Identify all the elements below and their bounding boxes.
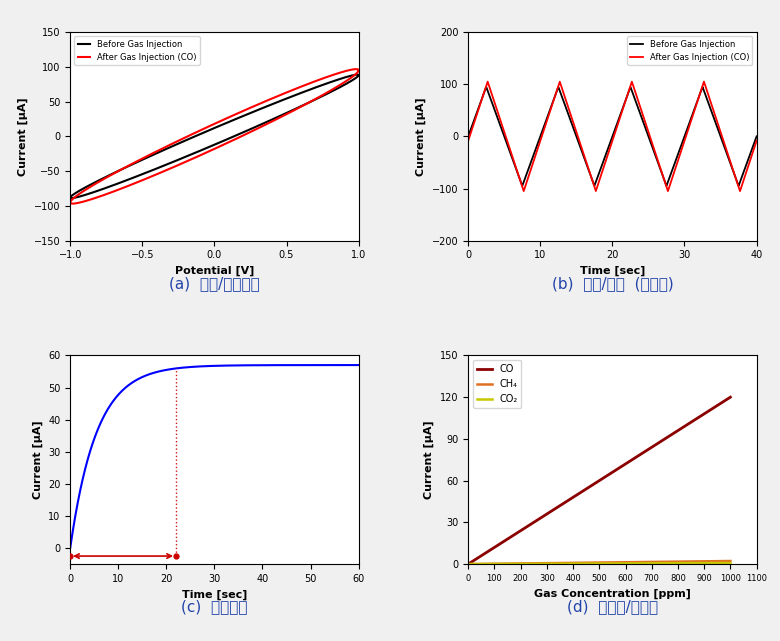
After Gas Injection (CO) <box>324 72 334 80</box>
Text: (a)  산화/환원반응: (a) 산화/환원반응 <box>169 276 260 291</box>
CO <box>725 394 735 401</box>
Before Gas Injection <box>734 182 743 190</box>
Y-axis label: Current [μA]: Current [μA] <box>424 420 434 499</box>
Legend: Before Gas Injection, After Gas Injection (CO): Before Gas Injection, After Gas Injectio… <box>627 37 753 65</box>
CO₂ <box>719 559 729 567</box>
Before Gas Injection <box>587 175 597 183</box>
CO₂ <box>605 560 615 567</box>
After Gas Injection (CO) <box>601 158 610 166</box>
CO <box>719 397 729 405</box>
CO₂ <box>619 560 629 567</box>
Before Gas Injection <box>90 179 100 187</box>
CH₄ <box>463 560 473 568</box>
CO₂ <box>588 560 597 567</box>
After Gas Injection (CO) <box>587 175 597 183</box>
After Gas Injection (CO) <box>351 65 360 73</box>
After Gas Injection (CO) <box>729 167 738 175</box>
After Gas Injection (CO) <box>483 78 492 85</box>
Before Gas Injection <box>67 194 76 202</box>
Before Gas Injection <box>463 133 473 140</box>
After Gas Injection (CO) <box>68 200 77 208</box>
X-axis label: Time [sec]: Time [sec] <box>580 266 645 276</box>
Line: CO₂: CO₂ <box>468 563 730 564</box>
CO <box>605 470 615 478</box>
Y-axis label: Current [μA]: Current [μA] <box>416 97 427 176</box>
Line: CO: CO <box>468 397 730 564</box>
After Gas Injection (CO) <box>155 169 165 177</box>
Before Gas Injection <box>239 129 248 137</box>
Line: Before Gas Injection: Before Gas Injection <box>70 74 359 198</box>
CH₄ <box>605 558 615 566</box>
Legend: CO, CH₄, CO₂: CO, CH₄, CO₂ <box>473 360 522 408</box>
CO <box>590 480 599 488</box>
CO <box>619 461 629 469</box>
CO₂ <box>463 560 473 568</box>
Before Gas Injection <box>75 187 84 194</box>
CH₄ <box>679 558 688 565</box>
Text: (b)  시간/전류  (재현성): (b) 시간/전류 (재현성) <box>551 276 673 291</box>
Legend: Before Gas Injection, After Gas Injection (CO): Before Gas Injection, After Gas Injectio… <box>74 37 200 65</box>
Before Gas Injection <box>585 169 594 176</box>
Before Gas Injection <box>254 122 264 129</box>
Line: After Gas Injection (CO): After Gas Injection (CO) <box>468 81 757 191</box>
After Gas Injection (CO) <box>239 131 248 139</box>
After Gas Injection (CO) <box>90 180 100 188</box>
CO <box>463 560 473 568</box>
CH₄ <box>590 559 599 567</box>
CO <box>679 424 688 431</box>
Text: (c)  반응시간: (c) 반응시간 <box>181 599 248 614</box>
X-axis label: Potential [V]: Potential [V] <box>175 266 254 276</box>
After Gas Injection (CO) <box>585 168 594 176</box>
After Gas Injection (CO) <box>254 124 264 132</box>
X-axis label: Gas Concentration [ppm]: Gas Concentration [ppm] <box>534 588 691 599</box>
CH₄ <box>725 557 735 565</box>
CH₄ <box>719 557 729 565</box>
CO <box>588 481 597 488</box>
CH₄ <box>588 559 597 567</box>
Before Gas Injection <box>601 152 610 160</box>
Before Gas Injection <box>743 156 753 164</box>
Line: Before Gas Injection: Before Gas Injection <box>468 87 757 186</box>
CH₄ <box>619 558 629 566</box>
Before Gas Injection <box>354 71 363 79</box>
After Gas Injection (CO) <box>463 137 473 145</box>
Before Gas Injection <box>353 71 362 78</box>
Line: After Gas Injection (CO): After Gas Injection (CO) <box>70 69 359 204</box>
Y-axis label: Current [μA]: Current [μA] <box>32 420 43 499</box>
Before Gas Injection <box>729 168 738 176</box>
Before Gas Injection <box>155 163 165 171</box>
Before Gas Injection <box>673 151 682 159</box>
Y-axis label: Current [μA]: Current [μA] <box>18 97 28 176</box>
After Gas Injection (CO) <box>736 187 745 195</box>
After Gas Injection (CO) <box>752 137 761 145</box>
After Gas Injection (CO) <box>743 163 753 171</box>
Line: CH₄: CH₄ <box>468 561 730 564</box>
Before Gas Injection <box>752 133 761 140</box>
After Gas Injection (CO) <box>75 190 84 197</box>
Before Gas Injection <box>354 71 363 79</box>
Text: (d)  분해능/선택성: (d) 분해능/선택성 <box>567 599 658 614</box>
CO₂ <box>590 560 599 567</box>
After Gas Injection (CO) <box>673 157 682 165</box>
Before Gas Injection <box>324 79 334 87</box>
Before Gas Injection <box>481 83 491 90</box>
CO₂ <box>725 559 735 567</box>
After Gas Injection (CO) <box>354 67 363 74</box>
X-axis label: Time [sec]: Time [sec] <box>182 589 247 599</box>
After Gas Injection (CO) <box>354 67 363 74</box>
CO₂ <box>679 560 688 567</box>
